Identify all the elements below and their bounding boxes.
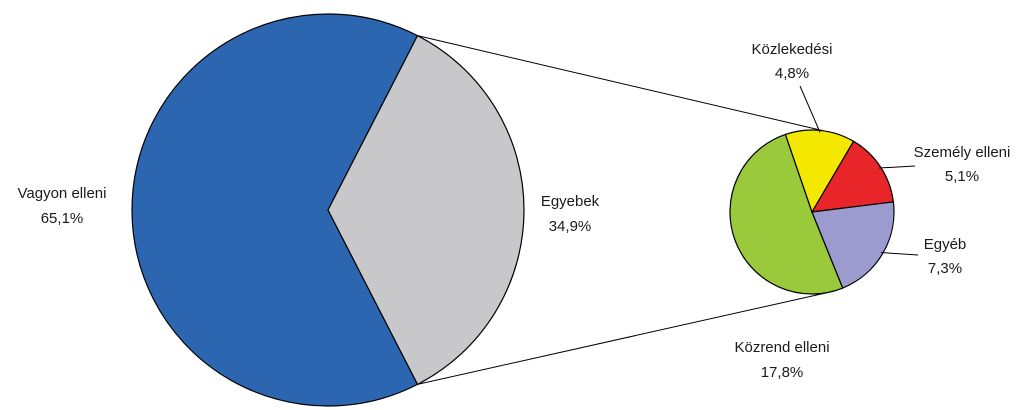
breakdown-pie bbox=[729, 129, 895, 295]
connector-lines bbox=[417, 35, 830, 385]
slice-vagyon-elleni bbox=[131, 13, 419, 407]
main-pie bbox=[131, 13, 525, 407]
connector-line-top bbox=[417, 35, 824, 132]
slice-value-vagyon: 65,1% bbox=[41, 210, 84, 227]
slice-label-kozlekedesi: Közlekedési bbox=[752, 41, 833, 58]
slice-value-kozrend: 17,8% bbox=[761, 364, 804, 381]
slice-value-szemely: 5,1% bbox=[945, 168, 979, 185]
slice-value-egyeb: 7,3% bbox=[928, 260, 962, 277]
leader-line-kozlekedesi bbox=[799, 85, 821, 133]
leader-line-egyeb bbox=[880, 252, 919, 256]
slice-szemely-elleni bbox=[810, 140, 895, 213]
slice-label-szemely: Személy elleni bbox=[914, 144, 1011, 161]
leader-line-szemely-elleni bbox=[878, 165, 916, 169]
leader-lines bbox=[799, 85, 919, 256]
slice-label-kozrend: Közrend elleni bbox=[734, 339, 829, 356]
connector-line-bottom bbox=[417, 291, 830, 385]
slice-value-egyebek: 34,9% bbox=[549, 218, 592, 235]
slice-egyeb bbox=[811, 201, 895, 289]
slice-kozrend-elleni bbox=[729, 133, 844, 295]
slice-egyebek bbox=[327, 34, 525, 386]
slice-value-kozlekedesi: 4,8% bbox=[775, 65, 809, 82]
slice-label-egyeb: Egyéb bbox=[924, 236, 967, 253]
slice-kozlekedesi bbox=[784, 129, 855, 214]
slice-label-vagyon: Vagyon elleni bbox=[18, 185, 107, 202]
slice-label-egyebek: Egyebek bbox=[541, 193, 600, 210]
